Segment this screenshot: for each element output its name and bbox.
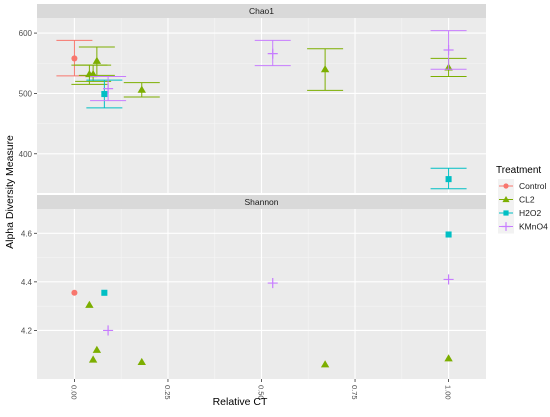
x-tick-label: 0.00 [69,385,78,400]
x-tick-label: 1.00 [444,385,453,400]
data-point-h2o2 [101,91,108,98]
y-tick-label: 4.2 [21,326,33,335]
y-axis-label: Alpha Diversity Measure [4,135,16,249]
legend-key-cl2-icon [502,195,510,203]
x-tick-label: 0.75 [350,385,359,400]
y-tick-label: 400 [19,150,33,159]
data-point-h2o2 [101,289,108,296]
legend-key-control-icon [503,183,509,189]
data-point-cl2 [92,56,102,64]
legend-title: Treatment [496,165,541,176]
data-point-kmno4 [267,48,278,59]
data-point-cl2 [88,355,98,363]
y-tick-label: 500 [19,89,33,98]
data-point-control [71,55,78,62]
y-tick-label: 600 [19,29,33,38]
x-tick-label: 0.50 [257,385,266,400]
panel-shannon: Shannon 4.2 4.4 4.6 [21,195,486,379]
x-axis: 0.00 0.25 0.50 0.75 1.00 [69,379,453,400]
legend-label: H2O2 [519,208,541,218]
data-point-cl2 [444,354,453,362]
data-point-cl2 [92,345,102,353]
x-tick-label: 0.25 [163,385,172,400]
data-point-h2o2 [445,231,452,238]
legend-label: KMnO4 [519,222,548,232]
panel-chao1: Chao1 400 500 600 [19,4,486,193]
legend: Treatment Control CL2 H2O2 KMnO4 [496,165,548,234]
data-point-h2o2 [445,176,452,183]
data-point-control [71,289,78,296]
legend-label: CL2 [519,195,535,205]
panel-strip [37,195,486,209]
y-tick-label: 4.6 [21,229,33,238]
data-point-kmno4 [103,83,114,94]
data-point-kmno4 [443,274,454,285]
legend-key-kmno4-icon [501,222,511,231]
data-point-cl2 [137,85,146,93]
data-point-cl2 [320,65,330,73]
data-point-kmno4 [267,278,278,289]
data-point-cl2 [137,357,146,365]
data-point-kmno4 [103,325,114,336]
x-axis-label: Relative CT [213,396,268,408]
data-point-kmno4 [443,44,454,56]
panel-title: Chao1 [249,6,274,16]
panel-strip [37,4,486,18]
y-tick-label: 4.4 [21,278,33,287]
panel-title: Shannon [244,197,278,207]
legend-key-h2o2-icon [503,210,509,216]
legend-label: Control [519,181,547,191]
data-point-cl2 [320,360,330,368]
data-point-cl2 [85,300,94,308]
